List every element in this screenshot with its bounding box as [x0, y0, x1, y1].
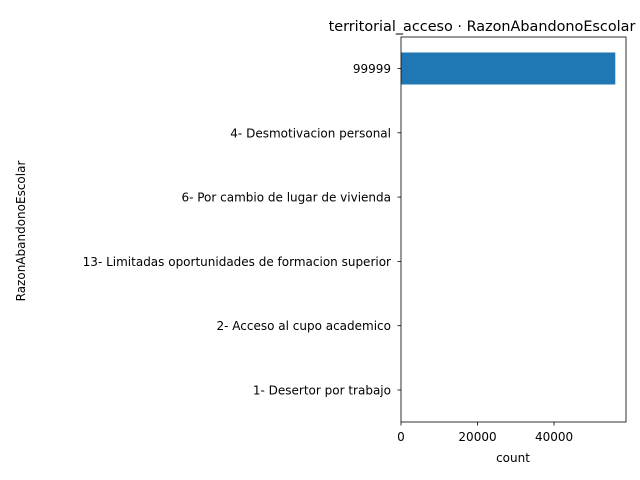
x-tick-label: 40000 [535, 430, 573, 444]
bars-group [401, 52, 616, 406]
x-axis-label: count [496, 451, 530, 465]
y-axis-ticks: 99999 4- Desmotivacion personal 6- Por cam… [83, 62, 401, 398]
y-tick-label: 13- Limitadas oportunidades de formacion… [83, 255, 391, 269]
y-tick-label: 99999 [353, 62, 391, 76]
x-tick-label: 0 [397, 430, 405, 444]
x-axis-ticks: 0 20000 40000 [397, 422, 573, 444]
y-tick-label: 1- Desertor por trabajo [253, 384, 391, 398]
y-tick-label: 6- Por cambio de lugar de vivienda [181, 191, 391, 205]
x-tick-label: 20000 [458, 430, 496, 444]
bar-0 [401, 52, 616, 85]
y-axis-label: RazonAbandonoEscolar [14, 161, 28, 302]
y-tick-label: 2- Acceso al cupo academico [216, 319, 391, 333]
chart-title: territorial_acceso · RazonAbandonoEscola… [329, 19, 636, 35]
y-tick-label: 4- Desmotivacion personal [230, 126, 391, 140]
plot-frame [400, 36, 627, 423]
